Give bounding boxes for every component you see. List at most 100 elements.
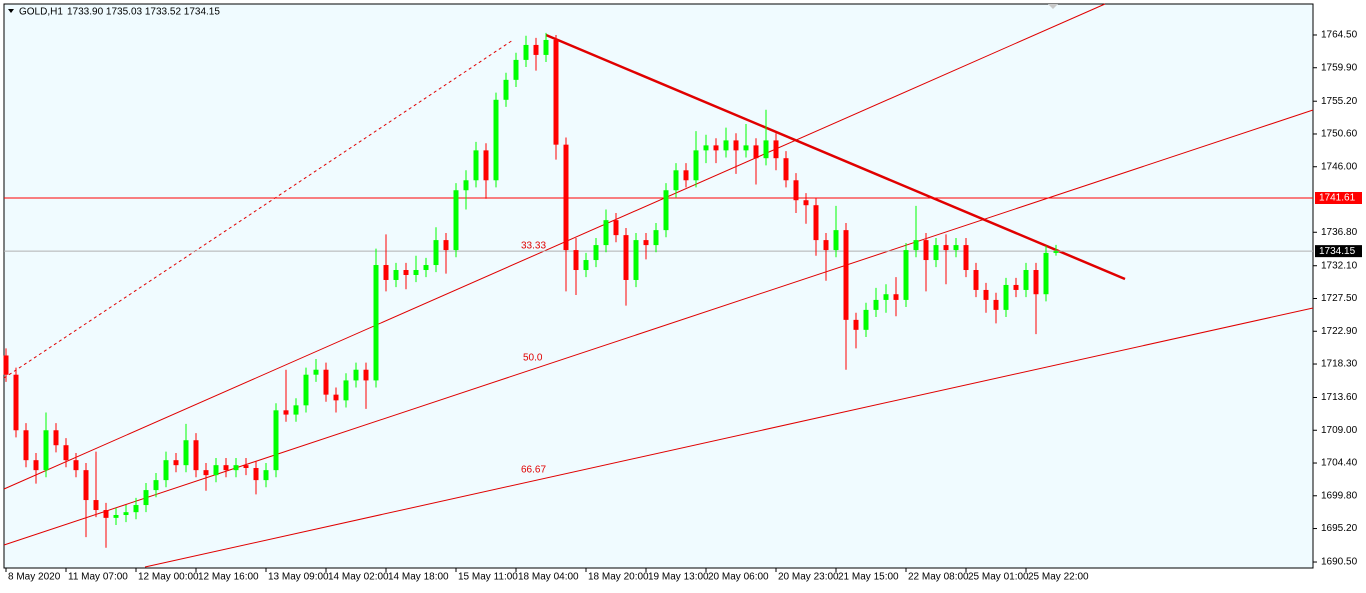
candle-body	[133, 505, 139, 513]
hline-label-bg	[1315, 192, 1362, 205]
candle-body	[663, 190, 669, 231]
candle-body	[383, 265, 389, 280]
candle-body	[713, 145, 719, 151]
candle-body	[193, 440, 199, 471]
candle-body	[13, 374, 19, 431]
candle-body	[373, 265, 379, 381]
symbol: GOLD,H1	[19, 7, 63, 18]
shift-marker	[1048, 4, 1058, 9]
candle-body	[183, 440, 189, 466]
candle-body	[423, 265, 429, 271]
candle-body	[3, 355, 9, 375]
fib-label: 50.0	[523, 353, 543, 364]
x-tick-label: 22 May 08:00	[908, 572, 969, 583]
x-tick-label: 20 May 06:00	[708, 572, 769, 583]
candle-body	[143, 490, 149, 506]
candle-body	[83, 470, 89, 501]
candle-body	[163, 460, 169, 481]
candle-body	[533, 44, 539, 55]
candle-body	[103, 510, 109, 518]
candle-body	[893, 294, 899, 300]
candle-body	[263, 470, 269, 481]
candle-body	[673, 170, 679, 191]
candle-body	[913, 240, 919, 251]
x-tick-label: 8 May 2020	[8, 572, 61, 583]
candle-body	[613, 220, 619, 236]
candle-body	[833, 230, 839, 251]
candle-body	[903, 250, 909, 300]
candle-body	[523, 44, 529, 60]
y-tick-label: 1759.90	[1321, 62, 1358, 73]
candle-body	[33, 460, 39, 471]
y-tick-label: 1718.30	[1321, 359, 1358, 370]
y-tick-label: 1727.50	[1321, 293, 1358, 304]
y-tick-label: 1746.00	[1321, 161, 1358, 172]
candle-body	[743, 145, 749, 151]
y-tick-label: 1755.20	[1321, 96, 1358, 107]
candle-body	[563, 144, 569, 251]
candle-body	[793, 180, 799, 201]
x-tick-label: 14 May 18:00	[388, 572, 449, 583]
x-tick-label: 20 May 23:00	[778, 572, 839, 583]
x-tick-label: 12 May 00:00	[138, 572, 199, 583]
candle-body	[513, 59, 519, 80]
candle-body	[303, 374, 309, 406]
y-tick-label: 1750.60	[1321, 129, 1358, 140]
candles	[3, 32, 1059, 548]
y-tick-label: 1704.40	[1321, 458, 1358, 469]
candle-body	[433, 240, 439, 266]
candle-body	[153, 480, 159, 491]
trend-line[interactable]	[545, 33, 1126, 281]
candle-body	[623, 235, 629, 280]
candle-body	[113, 515, 119, 518]
candle-body	[353, 369, 359, 381]
y-tick-label: 1736.80	[1321, 227, 1358, 238]
menu-arrow[interactable]	[8, 9, 14, 13]
candle-body	[43, 430, 49, 471]
y-tick-label: 1732.10	[1321, 260, 1358, 271]
candle-body	[943, 245, 949, 251]
candle-body	[493, 99, 499, 181]
y-tick-label: 1709.00	[1321, 425, 1358, 436]
candle-body	[1053, 251, 1059, 253]
candle-body	[883, 294, 889, 300]
candle-body	[1013, 284, 1019, 290]
candle-body	[463, 180, 469, 191]
candle-body	[953, 245, 959, 251]
candle-body	[543, 39, 549, 55]
candle-body	[233, 465, 239, 471]
candle-body	[223, 465, 229, 471]
candle-body	[923, 240, 929, 261]
candle-body	[313, 369, 319, 375]
candle-body	[343, 380, 349, 401]
candle-body	[1023, 270, 1029, 290]
x-tick-label: 18 May 04:00	[518, 572, 579, 583]
candle-body	[553, 39, 559, 145]
candle-body	[283, 410, 289, 415]
candle-body	[503, 79, 509, 100]
price-label-bg	[1315, 245, 1362, 258]
candle-body	[973, 270, 979, 290]
candle-body	[863, 309, 869, 330]
candle-body	[273, 410, 279, 471]
candle-body	[823, 240, 829, 251]
candle-body	[203, 470, 209, 476]
candle-body	[53, 430, 59, 446]
candle-body	[963, 245, 969, 271]
candle-body	[123, 512, 129, 516]
x-tick-label: 25 May 22:00	[1028, 572, 1089, 583]
candle-body	[633, 240, 639, 280]
candle-body	[413, 270, 419, 275]
candle-body	[703, 145, 709, 151]
x-tick-label: 11 May 07:00	[68, 572, 128, 583]
x-tick-label: 25 May 01:00	[968, 572, 1029, 583]
x-tick-label: 14 May 02:00	[328, 572, 389, 583]
y-tick-label: 1699.80	[1321, 490, 1358, 501]
candle-body	[603, 220, 609, 246]
candle-body	[253, 468, 259, 481]
hline-label: 1741.61	[1319, 193, 1356, 204]
candle-body	[853, 319, 859, 330]
price-label: 1734.15	[1319, 246, 1356, 257]
